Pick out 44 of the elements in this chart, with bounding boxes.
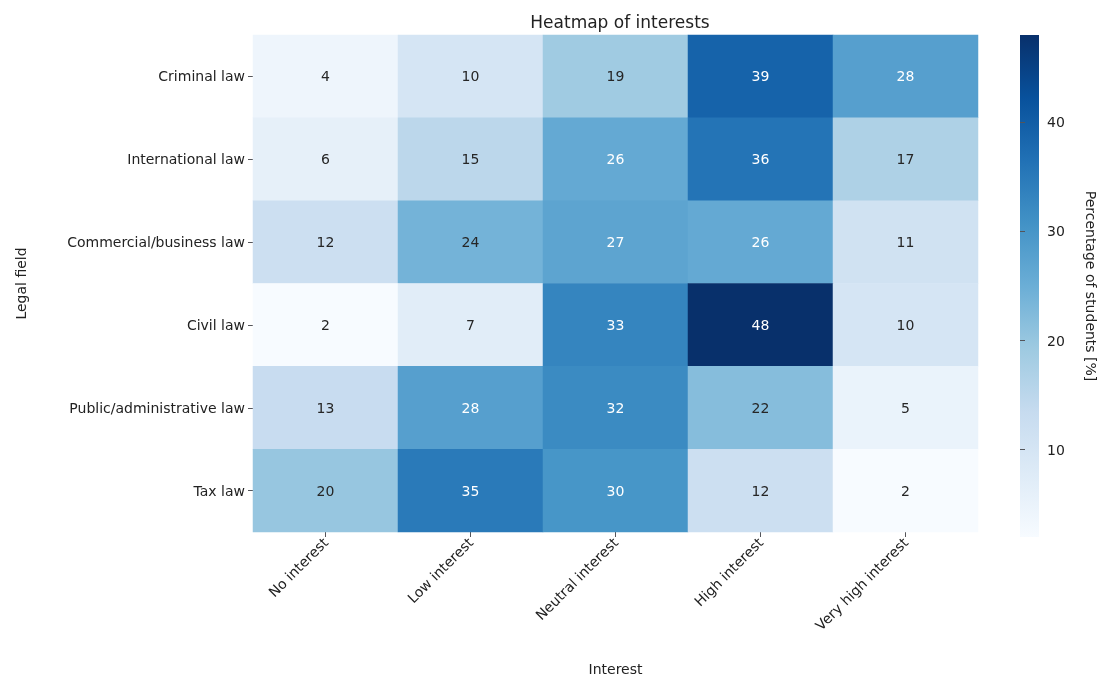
color-bar-label: 40	[1047, 114, 1065, 131]
color-bar-title: Percentage of students [%]	[1083, 190, 1099, 382]
data-label: 19	[606, 68, 625, 85]
color-bar-label: 20	[1047, 332, 1065, 349]
data-label: 48	[751, 316, 770, 333]
data-label: 5	[901, 399, 910, 416]
data-label: 7	[466, 316, 475, 333]
data-label: 30	[606, 482, 625, 499]
data-label: 2	[901, 482, 910, 499]
data-label: 36	[751, 151, 770, 168]
data-label: 33	[606, 316, 625, 333]
data-label: 10	[461, 68, 480, 85]
data-label: 4	[321, 68, 331, 85]
y-tick-label: Public/administrative law	[69, 399, 245, 416]
data-label: 26	[606, 151, 625, 168]
y-tick-label: Civil law	[186, 316, 245, 333]
color-bar-label: 10	[1047, 441, 1065, 458]
data-label: 12	[316, 234, 335, 251]
data-label: 24	[461, 234, 480, 251]
data-label: 13	[316, 399, 335, 416]
data-label: 26	[751, 234, 770, 251]
data-label: 28	[896, 68, 915, 85]
data-label: 17	[896, 151, 915, 168]
data-label: 20	[316, 482, 335, 499]
data-label: 39	[751, 68, 770, 85]
data-label: 6	[321, 151, 331, 168]
chart-title: Heatmap of interests	[530, 11, 710, 32]
data-label: 15	[461, 151, 480, 168]
data-label: 22	[751, 399, 770, 416]
y-axis-title: Legal field	[13, 247, 29, 320]
x-axis-title: Interest	[588, 661, 643, 677]
y-tick-label: International law	[127, 151, 245, 168]
data-label: 35	[461, 482, 480, 499]
data-label: 28	[461, 399, 480, 416]
data-label: 11	[896, 234, 915, 251]
data-label: 10	[896, 316, 915, 333]
data-label: 2	[321, 316, 330, 333]
color-bar-label: 30	[1047, 223, 1065, 240]
y-tick-label: Commercial/business law	[67, 234, 245, 251]
y-tick-label: Tax law	[192, 482, 245, 499]
data-label: 27	[606, 234, 625, 251]
data-label: 32	[606, 399, 625, 416]
y-tick-label: Criminal law	[158, 68, 245, 85]
data-label: 12	[751, 482, 770, 499]
